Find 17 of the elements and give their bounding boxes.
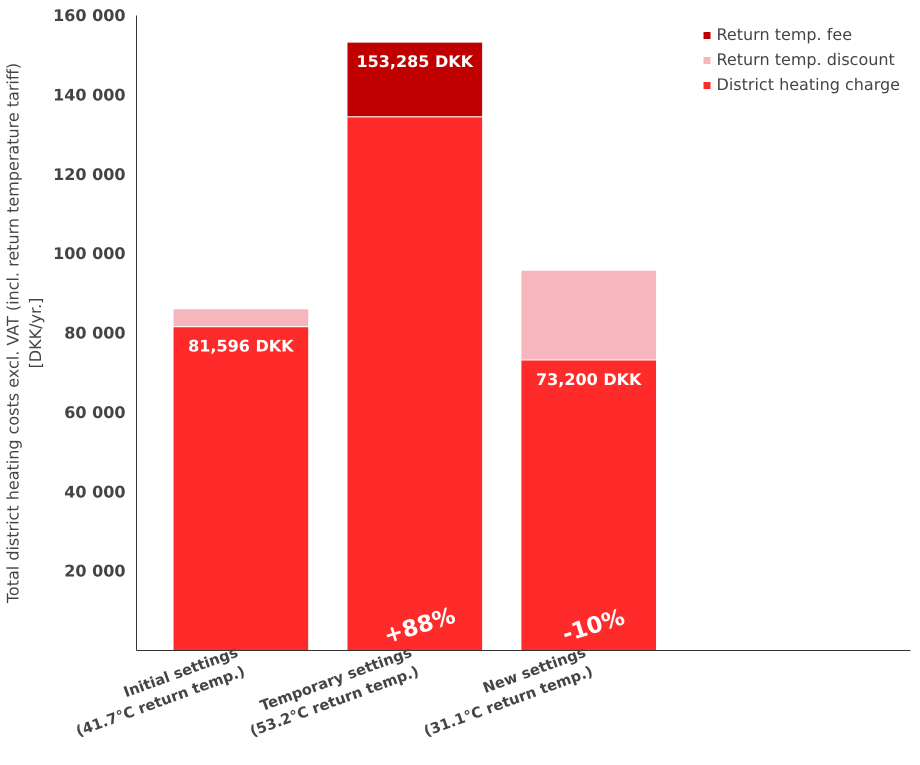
- data-label: 81,596 DKK: [188, 336, 294, 356]
- y-tick-label: 40 000: [64, 482, 126, 502]
- y-tick-label: 80 000: [64, 324, 126, 342]
- annotation: +88%: [380, 602, 458, 650]
- data-label: 73,200 DKK: [536, 370, 642, 389]
- y-tick-label: 140 000: [53, 85, 126, 104]
- total-label: 153,285 DKK: [356, 52, 474, 72]
- y-tick-label: 160 000: [53, 6, 126, 25]
- y-tick-label: 60 000: [64, 402, 126, 422]
- y-tick-label: 20 000: [64, 562, 126, 581]
- legend-label: District heating charge: [716, 75, 900, 94]
- legend-label: Return temp. discount: [716, 50, 895, 69]
- annotation: -10%: [559, 604, 628, 648]
- y-tick-label: 100 000: [53, 244, 126, 264]
- y-tick-label: 120 000: [53, 164, 126, 184]
- y-axis-title: Total district heating costs excl. VAT (incl. return temperature tariff) [DKK/yr.]: [3, 62, 46, 604]
- legend-label: Return temp. fee: [716, 25, 852, 44]
